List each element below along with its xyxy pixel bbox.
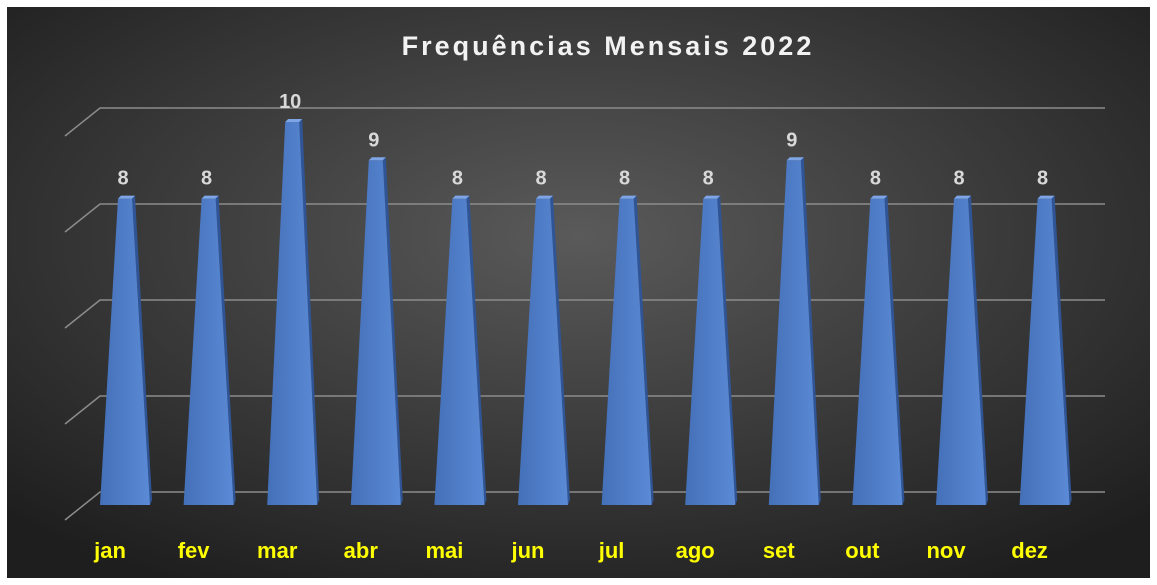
value-label: 8 [452, 168, 463, 190]
bar-top [118, 195, 135, 199]
chart-title: Frequências Mensais 2022 [402, 31, 815, 61]
value-label: 8 [1037, 168, 1048, 190]
bar [601, 198, 652, 505]
bar-top [452, 195, 470, 199]
value-label: 8 [117, 168, 128, 190]
bar-side [215, 195, 236, 505]
x-tick-label: mai [425, 538, 463, 563]
x-tick-label: set [763, 538, 795, 563]
value-label: 8 [870, 168, 881, 190]
bar-top [619, 195, 637, 199]
bar-side [299, 119, 320, 505]
bar [768, 160, 819, 506]
bar [434, 198, 485, 505]
x-tick-label: nov [926, 538, 966, 563]
grid-line [64, 395, 1105, 425]
bar-top [368, 157, 386, 161]
bar-top [536, 195, 553, 199]
bar [100, 198, 150, 505]
bar-side [968, 195, 988, 505]
x-tick-label: jul [598, 538, 625, 563]
x-tick-label: fev [178, 538, 211, 563]
grid-line [64, 299, 1105, 329]
value-label: 9 [368, 129, 379, 151]
value-label: 8 [953, 168, 964, 190]
bar-side [382, 157, 403, 506]
x-tick-label: jun [511, 538, 545, 563]
value-label: 8 [619, 168, 630, 190]
grid-line [64, 203, 1105, 233]
bar-side [884, 195, 905, 505]
bar-top [1037, 195, 1055, 199]
value-label: 8 [535, 168, 546, 190]
bar [685, 198, 736, 505]
bar-side [466, 195, 487, 505]
bar-top [870, 195, 888, 199]
x-tick-label: out [845, 538, 880, 563]
bar-top [786, 157, 804, 161]
value-label: 9 [786, 129, 797, 151]
bar-side [633, 195, 654, 505]
bar [852, 198, 903, 505]
bar-side [550, 195, 570, 505]
value-label: 10 [279, 91, 301, 113]
x-tick-label: dez [1011, 538, 1048, 563]
x-tick-label: jan [93, 538, 126, 563]
bar [183, 198, 234, 505]
bar-side [717, 195, 738, 505]
bar [350, 160, 401, 506]
x-tick-label: abr [344, 538, 379, 563]
bar [1019, 198, 1070, 505]
grid-line [64, 107, 1105, 137]
bar-top [703, 195, 721, 199]
bar-side [800, 157, 821, 506]
x-tick-label: mar [257, 538, 298, 563]
bar-top [285, 119, 303, 122]
value-label: 8 [703, 168, 714, 190]
bar [267, 122, 318, 505]
bar-side [132, 195, 152, 505]
value-label: 8 [201, 168, 212, 190]
bar [936, 198, 986, 505]
x-tick-label: ago [676, 538, 715, 563]
bar-top [954, 195, 971, 199]
bar-side [1051, 195, 1072, 505]
bar [518, 198, 568, 505]
bar-top [201, 195, 219, 199]
